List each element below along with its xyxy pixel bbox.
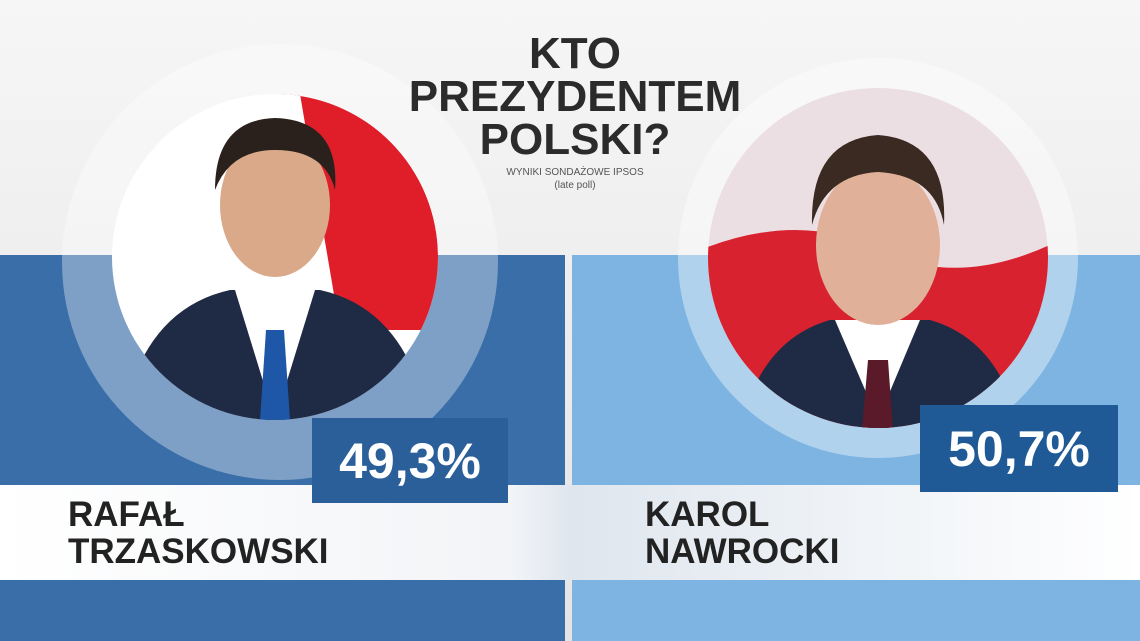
result: 50,7%: [948, 421, 1090, 477]
result-box: [920, 405, 1118, 492]
note: (late poll): [554, 180, 595, 191]
photo-right: [708, 88, 1048, 428]
candidate-name: KAROL: [645, 495, 769, 534]
subtitle: WYNIKI SONDAŻOWE IPSOS: [506, 165, 644, 178]
title-line: PREZYDENTEM: [409, 72, 741, 121]
candidate-name: NAWROCKI: [645, 532, 839, 571]
result: 49,3%: [339, 433, 481, 489]
result-box: [312, 418, 508, 503]
photo-left: [112, 94, 438, 420]
title-line: KTO: [529, 29, 621, 78]
name-band: [0, 485, 1140, 580]
candidate-name: RAFAŁ: [68, 495, 185, 534]
candidate-name: TRZASKOWSKI: [68, 532, 329, 571]
title-line: POLSKI?: [480, 115, 671, 164]
